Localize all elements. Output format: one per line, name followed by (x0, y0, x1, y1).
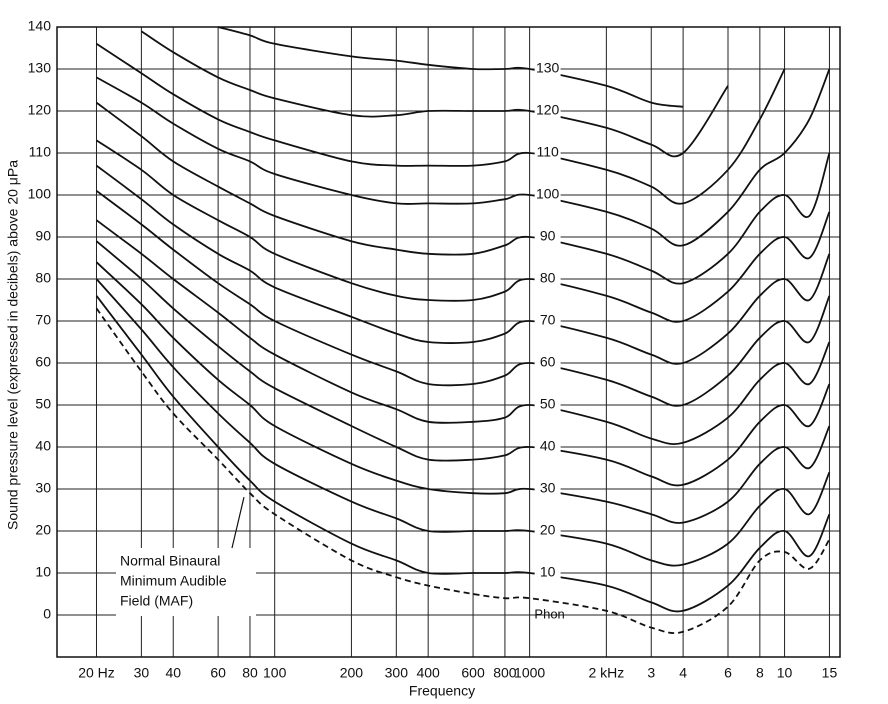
phon-label: 70 (540, 312, 556, 328)
x-tick-label: 1000 (514, 665, 545, 681)
plot-frame (56, 26, 841, 658)
phon-curve (217, 26, 684, 108)
annotation-arrow (231, 497, 245, 549)
phon-curve (96, 139, 831, 323)
label-background (534, 565, 561, 581)
y-tick-label: 70 (35, 312, 51, 328)
phon-curve (140, 30, 729, 158)
phon-label: 90 (540, 228, 556, 244)
y-tick-label: 30 (35, 480, 51, 496)
label-background (534, 397, 561, 413)
label-background (534, 439, 561, 455)
phon-label: 60 (540, 354, 556, 370)
y-tick-label: 40 (35, 438, 51, 454)
y-tick-label: 120 (28, 102, 52, 118)
phon-curve (96, 43, 786, 205)
phon-curve (95, 101, 831, 285)
phon-curve (95, 240, 831, 487)
x-tick-label: 400 (416, 665, 440, 681)
x-tick-label: 6 (724, 665, 732, 681)
y-tick-label: 90 (35, 228, 51, 244)
x-axis-label: Frequency (409, 683, 475, 699)
x-tick-label: 8 (756, 665, 764, 681)
label-background (534, 481, 561, 497)
phon-label: 30 (540, 480, 556, 496)
phon-label: 110 (536, 144, 559, 160)
phon-curve (95, 164, 831, 365)
x-tick-label: 300 (385, 665, 409, 681)
label-background (534, 523, 561, 539)
x-tick-label: 100 (263, 665, 287, 681)
y-axis-label: Sound pressure level (expressed in decib… (5, 160, 21, 530)
x-tick-label: 3 (647, 665, 655, 681)
phon-label: 100 (536, 186, 560, 202)
x-tick-label: 2 kHz (588, 665, 624, 681)
y-tick-label: 50 (35, 396, 51, 412)
annotation-background (116, 548, 256, 616)
phon-label: 10 (540, 564, 556, 580)
label-background (534, 103, 561, 119)
x-tick-label: 40 (165, 665, 181, 681)
maf-curve (95, 307, 831, 635)
x-tick-label: 20 Hz (78, 665, 115, 681)
phon-curve (95, 219, 831, 446)
x-tick-label: 600 (461, 665, 485, 681)
unit-label: Phon (534, 606, 564, 621)
x-tick-label: 80 (242, 665, 258, 681)
y-tick-label: 10 (35, 564, 51, 580)
maf-annotation: Minimum Audible (120, 573, 227, 589)
label-background (534, 187, 561, 203)
label-background (534, 271, 561, 287)
y-tick-label: 0 (43, 606, 51, 622)
label-background (534, 355, 561, 371)
y-tick-label: 100 (28, 186, 52, 202)
phon-label: 120 (536, 102, 560, 118)
phon-curve (95, 295, 831, 613)
x-tick-label: 200 (340, 665, 364, 681)
label-background (534, 145, 561, 161)
x-tick-label: 10 (777, 665, 793, 681)
y-tick-label: 130 (28, 60, 52, 76)
phon-curve (95, 278, 831, 567)
y-tick-label: 140 (28, 18, 52, 34)
label-background (534, 61, 561, 77)
phon-label: 50 (540, 396, 556, 412)
y-tick-label: 110 (29, 144, 52, 160)
y-tick-label: 20 (35, 522, 51, 538)
x-tick-label: 4 (679, 665, 687, 681)
x-tick-label: 60 (210, 665, 226, 681)
phon-label: 80 (540, 270, 556, 286)
phon-curve (96, 68, 831, 247)
maf-annotation: Normal Binaural (120, 553, 220, 569)
x-tick-label: 15 (822, 665, 838, 681)
phon-curve (95, 261, 831, 524)
phon-curve (95, 190, 831, 407)
maf-annotation: Field (MAF) (120, 593, 193, 609)
label-background (534, 229, 561, 245)
y-tick-label: 80 (35, 270, 51, 286)
label-background (534, 313, 561, 329)
phon-label: 40 (540, 438, 556, 454)
phon-label: 130 (536, 60, 560, 76)
phon-label: 20 (540, 522, 556, 538)
x-tick-label: 30 (134, 665, 150, 681)
y-tick-label: 60 (35, 354, 51, 370)
x-tick-label: 800 (493, 665, 517, 681)
